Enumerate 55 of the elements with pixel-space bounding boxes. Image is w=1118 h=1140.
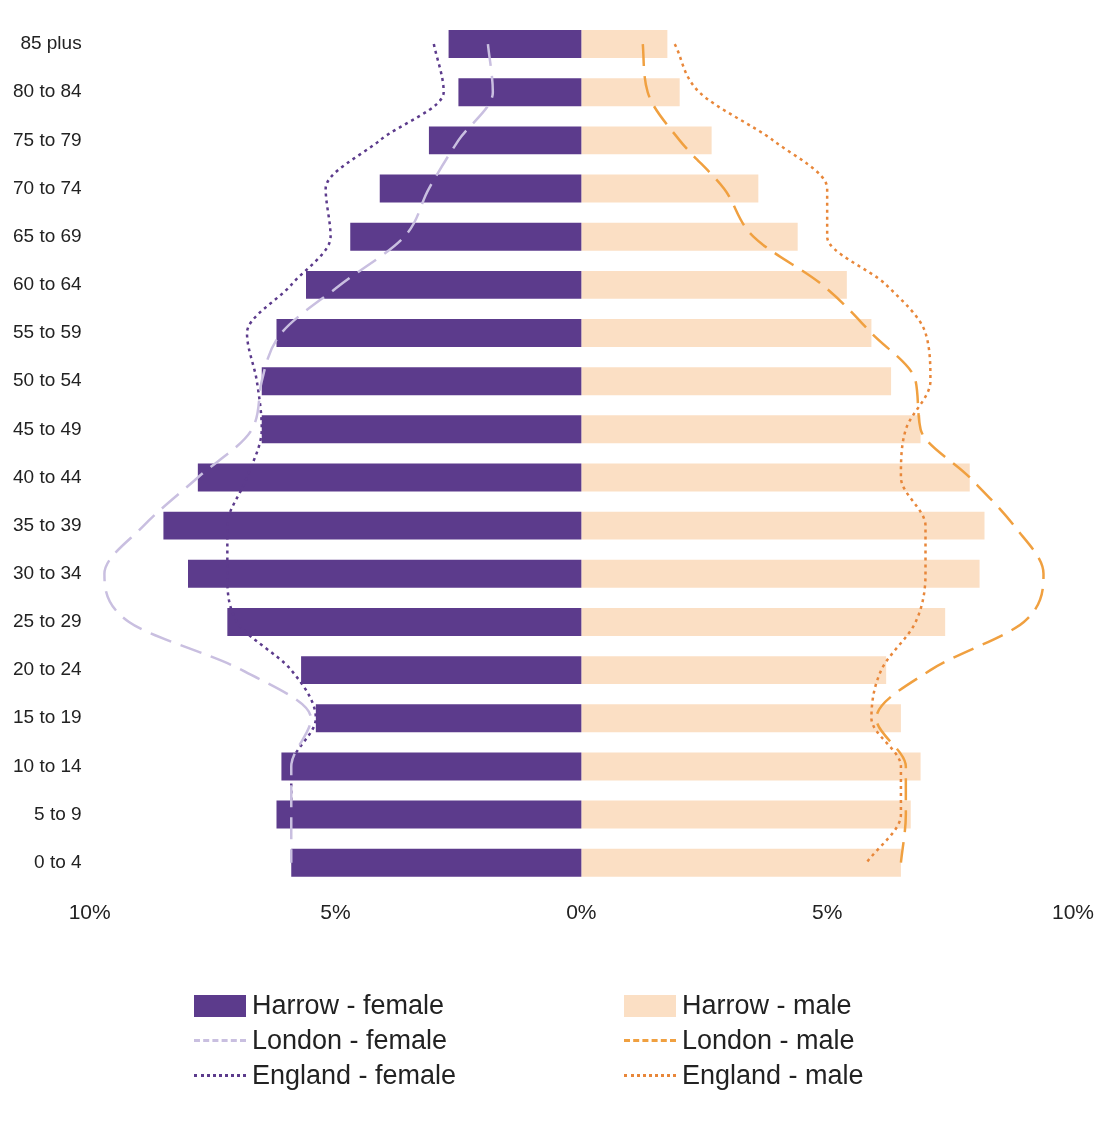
bar [428,126,582,155]
bar [581,656,887,685]
y-tick-label: 45 to 49 [13,417,82,439]
bar [581,752,921,781]
bar [581,511,985,540]
x-tick-label: 10% [68,900,111,924]
y-tick-label: 35 to 39 [13,513,82,535]
bar [291,848,582,877]
bar [458,78,582,107]
y-tick-label: 20 to 24 [13,658,83,680]
bar [581,78,680,107]
bar [581,848,901,877]
bar [581,126,712,155]
bar [581,270,847,299]
bar [261,367,582,396]
y-tick-label: 10 to 14 [13,754,83,776]
bar [581,222,798,251]
bar [581,607,946,636]
y-tick-label: 30 to 34 [13,562,83,584]
legend-label: Harrow - male [682,990,852,1021]
x-tick-label: 10% [1051,900,1095,924]
bar [581,30,668,59]
y-tick-label: 50 to 54 [13,369,83,391]
bar [379,174,582,203]
bar [581,463,970,492]
x-tick-label: 0% [566,900,597,924]
bar [581,319,872,347]
y-tick-label: 60 to 64 [13,273,83,295]
legend-label: Harrow - female [252,990,445,1021]
y-tick-label: 5 to 9 [34,802,82,824]
bar [581,174,759,203]
bar [581,415,921,444]
legend-label: England - female [252,1060,457,1091]
y-tick-label: 0 to 4 [34,850,83,872]
bar [581,800,911,829]
y-tick-label: 85 plus [20,32,82,54]
y-tick-label: 15 to 19 [13,706,82,728]
y-tick-label: 70 to 74 [13,176,83,198]
bar [448,30,582,59]
x-tick-label: 5% [811,900,843,924]
bar [581,704,901,733]
y-tick-label: 40 to 44 [13,465,83,487]
legend-label: London - male [682,1025,855,1056]
legend-label: England - male [682,1060,864,1091]
bar [276,319,582,347]
y-tick-label: 75 to 79 [13,128,82,150]
y-tick-label: 55 to 59 [13,321,82,343]
bar [581,367,892,396]
y-tick-label: 80 to 84 [13,80,83,102]
legend-label: London - female [252,1025,448,1056]
x-tick-label: 5% [320,900,351,924]
bar [350,222,582,251]
y-tick-label: 65 to 69 [13,224,82,246]
bar [581,559,980,588]
y-tick-label: 25 to 29 [13,610,82,632]
